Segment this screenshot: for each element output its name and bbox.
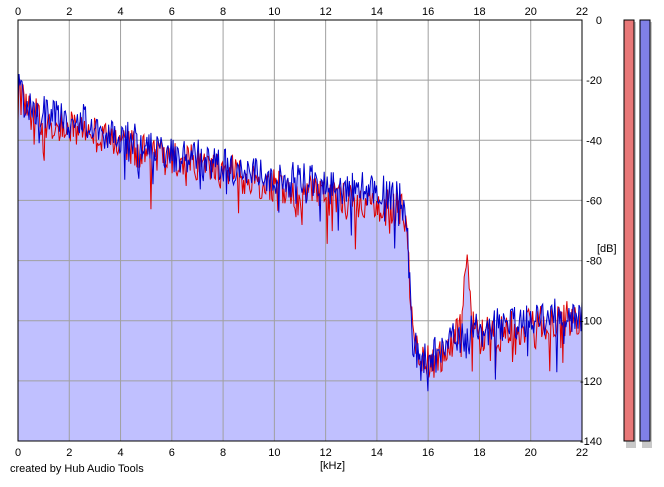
plot-frame — [17, 19, 583, 442]
x-tick-label: 14 — [371, 447, 383, 459]
x-tick-label: 22 — [576, 447, 588, 459]
x-tick-label: 6 — [169, 6, 175, 18]
x-tick-label: 2 — [66, 6, 72, 18]
x-tick-label: 10 — [268, 447, 280, 459]
x-tick-label: 20 — [525, 6, 537, 18]
x-tick-label: 4 — [117, 6, 123, 18]
x-tick-labels-bottom: 0 2 4 6 8 10 12 14 16 18 20 22 — [15, 447, 588, 459]
level-meter-left — [623, 19, 635, 442]
y-tick-label: -100 — [580, 316, 602, 328]
x-tick-label: 22 — [576, 6, 588, 18]
x-tick-label: 8 — [220, 6, 226, 18]
x-tick-label: 0 — [15, 6, 21, 18]
y-tick-label: -120 — [580, 376, 602, 388]
x-tick-label: 2 — [66, 447, 72, 459]
y-axis-label: [dB] — [597, 243, 617, 255]
x-tick-label: 8 — [220, 447, 226, 459]
x-tick-label: 16 — [422, 6, 434, 18]
x-tick-label: 18 — [473, 6, 485, 18]
x-tick-label: 6 — [169, 447, 175, 459]
y-tick-labels: 0 -20 -40 -60 -80 -100 -120 -140 — [580, 15, 602, 448]
x-tick-label: 18 — [473, 447, 485, 459]
x-axis-label: [kHz] — [320, 460, 345, 472]
x-tick-labels-top: 0 2 4 6 8 10 12 14 16 18 20 22 — [15, 6, 588, 18]
y-tick-label: -80 — [586, 256, 602, 268]
x-tick-label: 14 — [371, 6, 383, 18]
series-lines — [17, 73, 583, 392]
x-tick-label: 0 — [15, 447, 21, 459]
series-line — [17, 73, 583, 392]
y-tick-label: -40 — [586, 135, 602, 147]
x-tick-label: 4 — [117, 447, 123, 459]
y-tick-label: -60 — [586, 195, 602, 207]
y-tick-label: 0 — [596, 15, 602, 27]
level-meters — [623, 19, 652, 448]
x-tick-label: 12 — [320, 6, 332, 18]
spectrum-fill-area — [18, 74, 582, 441]
credit-text: created by Hub Audio Tools — [10, 463, 144, 475]
x-tick-label: 10 — [268, 6, 280, 18]
x-tick-label: 16 — [422, 447, 434, 459]
level-meter-right — [639, 19, 651, 442]
y-tick-label: -140 — [580, 436, 602, 448]
x-tick-label: 12 — [320, 447, 332, 459]
x-tick-label: 20 — [525, 447, 537, 459]
y-tick-label: -20 — [586, 75, 602, 87]
spectrum-fill — [18, 74, 582, 441]
